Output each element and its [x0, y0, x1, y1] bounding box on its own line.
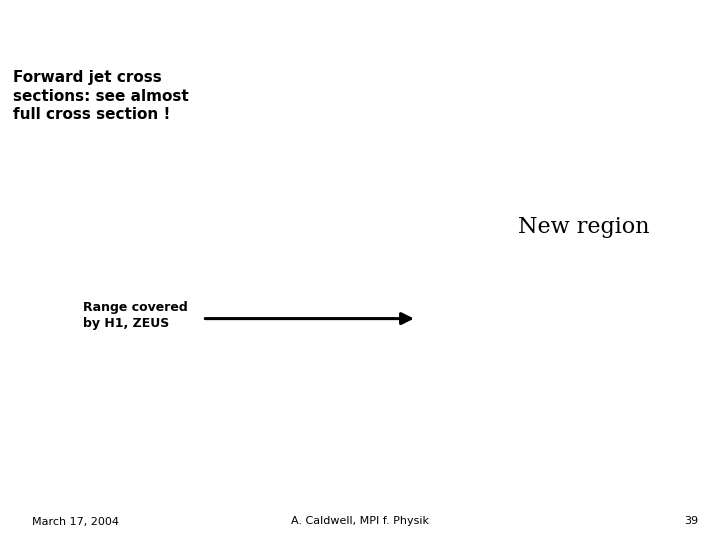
Text: A. Caldwell, MPI f. Physik: A. Caldwell, MPI f. Physik [291, 516, 429, 526]
Text: Forward jet cross
sections: see almost
full cross section !: Forward jet cross sections: see almost f… [13, 70, 189, 123]
Text: Range covered
by H1, ZEUS: Range covered by H1, ZEUS [83, 301, 187, 330]
Text: 39: 39 [684, 516, 698, 526]
Text: New region: New region [518, 216, 650, 238]
Text: March 17, 2004: March 17, 2004 [32, 516, 120, 526]
